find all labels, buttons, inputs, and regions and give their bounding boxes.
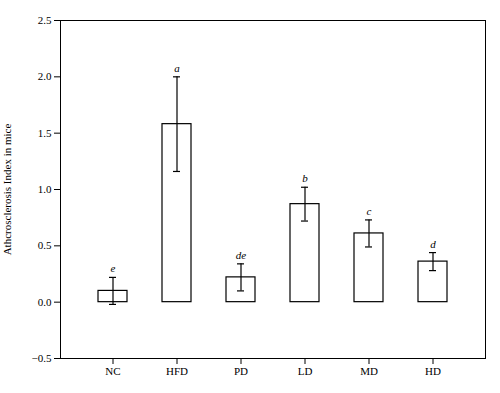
svg-text:−0.5: −0.5 (32, 352, 52, 364)
svg-text:1.0: 1.0 (38, 183, 52, 195)
svg-text:LD: LD (298, 365, 313, 377)
svg-text:1.5: 1.5 (38, 127, 52, 139)
svg-text:b: b (302, 172, 308, 184)
svg-text:NC: NC (105, 365, 120, 377)
svg-text:HFD: HFD (166, 365, 188, 377)
svg-text:2.0: 2.0 (38, 70, 52, 82)
svg-text:d: d (430, 238, 436, 250)
svg-text:MD: MD (360, 365, 378, 377)
svg-text:HD: HD (425, 365, 441, 377)
svg-text:a: a (174, 62, 180, 74)
svg-text:PD: PD (234, 365, 248, 377)
svg-text:Athcrosclerosis Index in mice: Athcrosclerosis Index in mice (1, 124, 13, 256)
svg-text:0.0: 0.0 (38, 296, 52, 308)
svg-text:0.5: 0.5 (38, 239, 52, 251)
svg-text:2.5: 2.5 (38, 14, 52, 26)
svg-text:de: de (236, 249, 247, 261)
svg-text:c: c (367, 205, 372, 217)
svg-text:e: e (111, 262, 116, 274)
